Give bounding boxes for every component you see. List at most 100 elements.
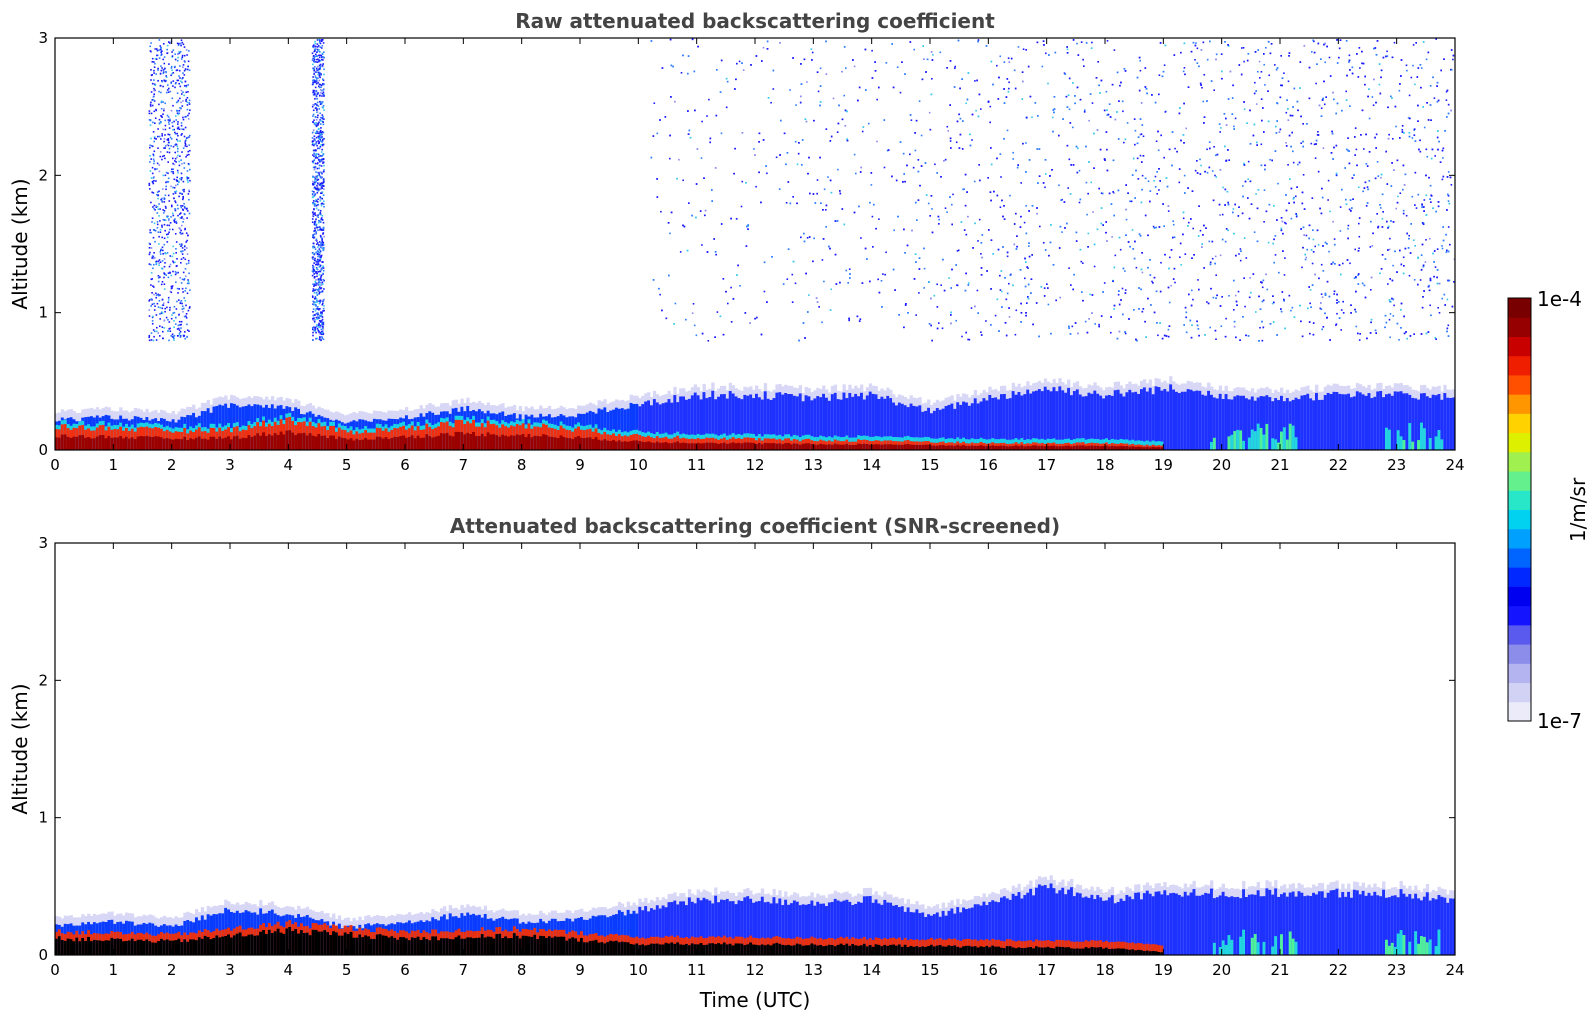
speckle-point (150, 332, 153, 334)
speckle-point (319, 301, 321, 304)
speckle-point (322, 89, 325, 91)
speckle-point (829, 309, 832, 311)
speckle-point (1093, 265, 1096, 268)
speckle-point (678, 158, 680, 161)
speckle-point (323, 305, 325, 307)
speckle-point (321, 65, 324, 68)
speckle-point (1129, 245, 1131, 248)
speckle-point (709, 141, 711, 144)
speckle-point (178, 75, 180, 77)
speckle-point (1066, 222, 1068, 225)
speckle-point (161, 236, 163, 239)
speckle-point (322, 105, 325, 107)
speckle-point (314, 131, 317, 134)
speckle-point (1302, 145, 1304, 148)
speckle-point (171, 69, 173, 71)
speckle-point (1405, 64, 1408, 67)
speckle-point (1276, 67, 1279, 69)
speckle-point (687, 110, 689, 112)
speckle-point (1364, 75, 1366, 78)
speckle-point (1000, 176, 1002, 178)
speckle-point (927, 202, 930, 205)
speckle-point (1347, 149, 1349, 152)
speckle-point (1272, 321, 1275, 323)
speckle-point (944, 158, 947, 161)
speckle-point (317, 216, 319, 218)
speckle-point (154, 48, 157, 50)
speckle-point (320, 91, 322, 94)
speckle-point (323, 73, 325, 76)
speckle-point (1075, 145, 1078, 148)
speckle-point (319, 308, 321, 310)
speckle-point (167, 133, 169, 136)
speckle-point (154, 62, 156, 65)
speckle-point (177, 126, 180, 129)
speckle-point (317, 182, 319, 185)
speckle-point (175, 272, 178, 274)
speckle-point (323, 205, 325, 208)
speckle-point (161, 224, 163, 227)
speckle-point (1215, 53, 1218, 56)
speckle-point (318, 286, 321, 288)
speckle-point (316, 253, 319, 255)
speckle-point (186, 253, 189, 255)
speckle-point (1167, 328, 1170, 331)
speckle-point (1413, 333, 1415, 335)
speckle-point (187, 84, 189, 86)
speckle-point (955, 141, 958, 144)
speckle-point (313, 73, 315, 75)
speckle-point (1412, 64, 1414, 67)
speckle-point (321, 290, 324, 292)
speckle-point (1211, 257, 1214, 260)
speckle-point (870, 184, 873, 186)
speckle-point (928, 323, 931, 325)
speckle-point (1441, 149, 1444, 152)
speckle-point (314, 178, 317, 180)
speckle-point (319, 226, 321, 228)
speckle-point (1288, 294, 1291, 297)
speckle-point (152, 206, 154, 208)
speckle-point (1265, 210, 1268, 213)
speckle-point (830, 288, 832, 291)
speckle-point (1309, 332, 1311, 335)
speckle-point (148, 112, 151, 115)
speckle-point (167, 177, 170, 180)
speckle-point (1257, 70, 1259, 73)
speckle-point (1170, 284, 1172, 287)
speckle-point (1375, 133, 1378, 136)
speckle-point (961, 335, 963, 338)
speckle-point (1320, 107, 1323, 109)
speckle-point (695, 334, 698, 337)
speckle-point (184, 227, 186, 230)
speckle-point (1329, 75, 1332, 77)
speckle-point (158, 90, 160, 93)
speckle-point (1118, 303, 1121, 306)
speckle-point (169, 272, 171, 274)
speckle-point (153, 176, 155, 178)
speckle-point (870, 172, 873, 174)
speckle-point (1132, 157, 1135, 160)
speckle-point (316, 323, 318, 326)
speckle-point (1425, 58, 1428, 61)
speckle-point (1426, 155, 1429, 158)
speckle-point (319, 160, 321, 163)
speckle-point (160, 108, 163, 110)
speckle-point (1199, 229, 1202, 232)
speckle-point (967, 284, 970, 286)
speckle-point (1006, 292, 1009, 295)
speckle-point (1262, 279, 1265, 282)
speckle-point (317, 123, 320, 125)
speckle-point (1286, 99, 1288, 101)
speckle-point (880, 280, 883, 282)
speckle-point (183, 277, 186, 280)
speckle-point (167, 296, 170, 299)
speckle-point (722, 333, 725, 336)
speckle-point (806, 237, 809, 239)
speckle-point (1020, 182, 1022, 184)
speckle-point (319, 277, 322, 279)
speckle-point (182, 291, 184, 293)
speckle-point (989, 191, 992, 193)
speckle-point (1380, 76, 1382, 79)
speckle-point (312, 195, 315, 198)
speckle-point (1353, 174, 1355, 176)
